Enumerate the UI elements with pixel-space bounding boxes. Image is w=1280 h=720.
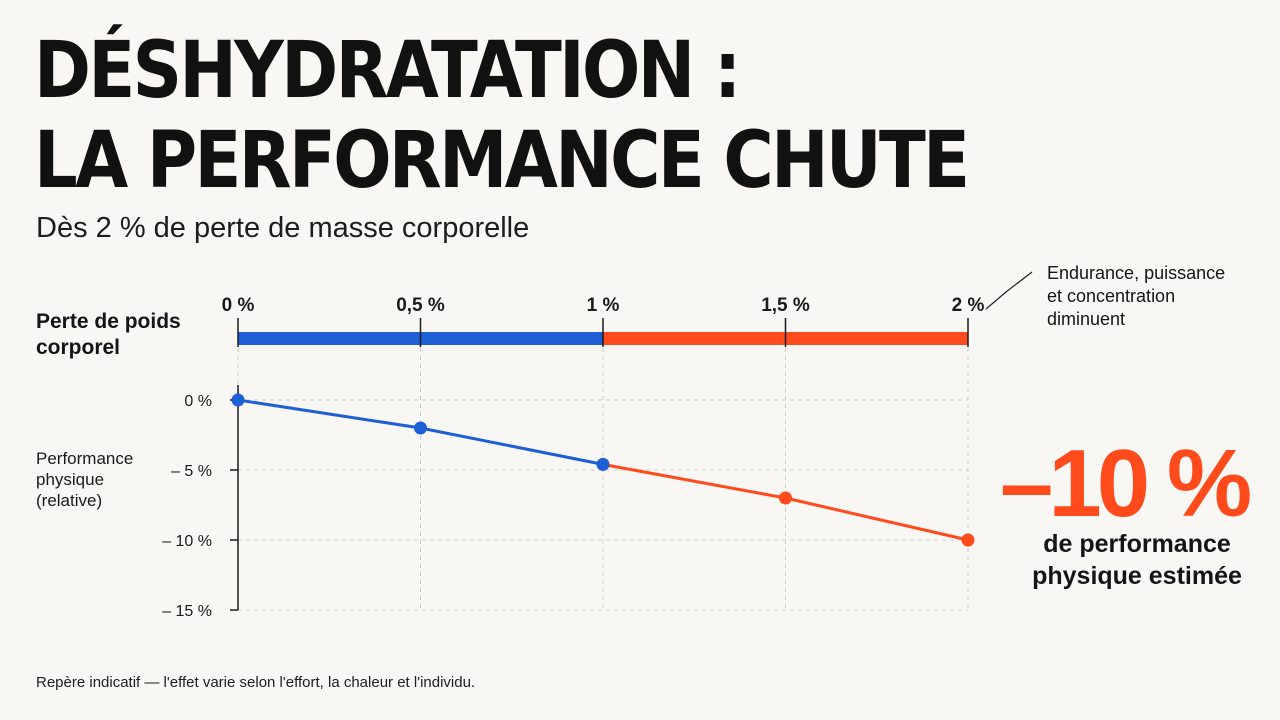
highlight-text: physique estimée	[1032, 562, 1242, 590]
subtitle: Dès 2 % de perte de masse corporelle	[36, 212, 530, 244]
y-tick-label: 0 %	[184, 393, 212, 410]
x-tick-label: 2 %	[952, 295, 985, 316]
page-title: DÉSHYDRATATION : LA PERFORMANCE CHUTE	[34, 26, 970, 206]
y-axis-label: (relative)	[36, 491, 102, 510]
data-point	[231, 393, 245, 407]
footnote: Repère indicatif — l'effet varie selon l…	[36, 674, 476, 691]
y-tick-label: – 10 %	[162, 533, 212, 550]
data-point	[961, 533, 975, 547]
x-tick-label: 0 %	[222, 295, 255, 316]
data-point	[779, 491, 792, 505]
annotation-text: diminuent	[1047, 309, 1125, 329]
annotation-leader-line	[985, 271, 1033, 310]
annotation-text: Endurance, puissance	[1047, 263, 1225, 283]
highlight-value: –10 %	[1000, 430, 1250, 537]
data-point	[414, 421, 427, 435]
y-axis-label: physique	[36, 470, 104, 489]
title-line-2: LA PERFORMANCE CHUTE	[34, 116, 970, 206]
x-tick-label: 0,5 %	[396, 295, 445, 316]
highlight-text: de performance	[1043, 530, 1231, 558]
title-line-1: DÉSHYDRATATION :	[34, 26, 741, 116]
annotation-text: et concentration	[1047, 286, 1175, 306]
x-tick-label: 1,5 %	[761, 295, 810, 316]
y-axis-label: Performance	[36, 449, 133, 468]
x-tick-label: 1 %	[587, 295, 620, 316]
x-row-label: corporel	[36, 336, 120, 359]
y-tick-label: – 5 %	[171, 463, 212, 480]
data-point	[596, 457, 610, 471]
y-tick-label: – 15 %	[162, 603, 212, 620]
x-row-label: Perte de poids	[36, 310, 181, 333]
